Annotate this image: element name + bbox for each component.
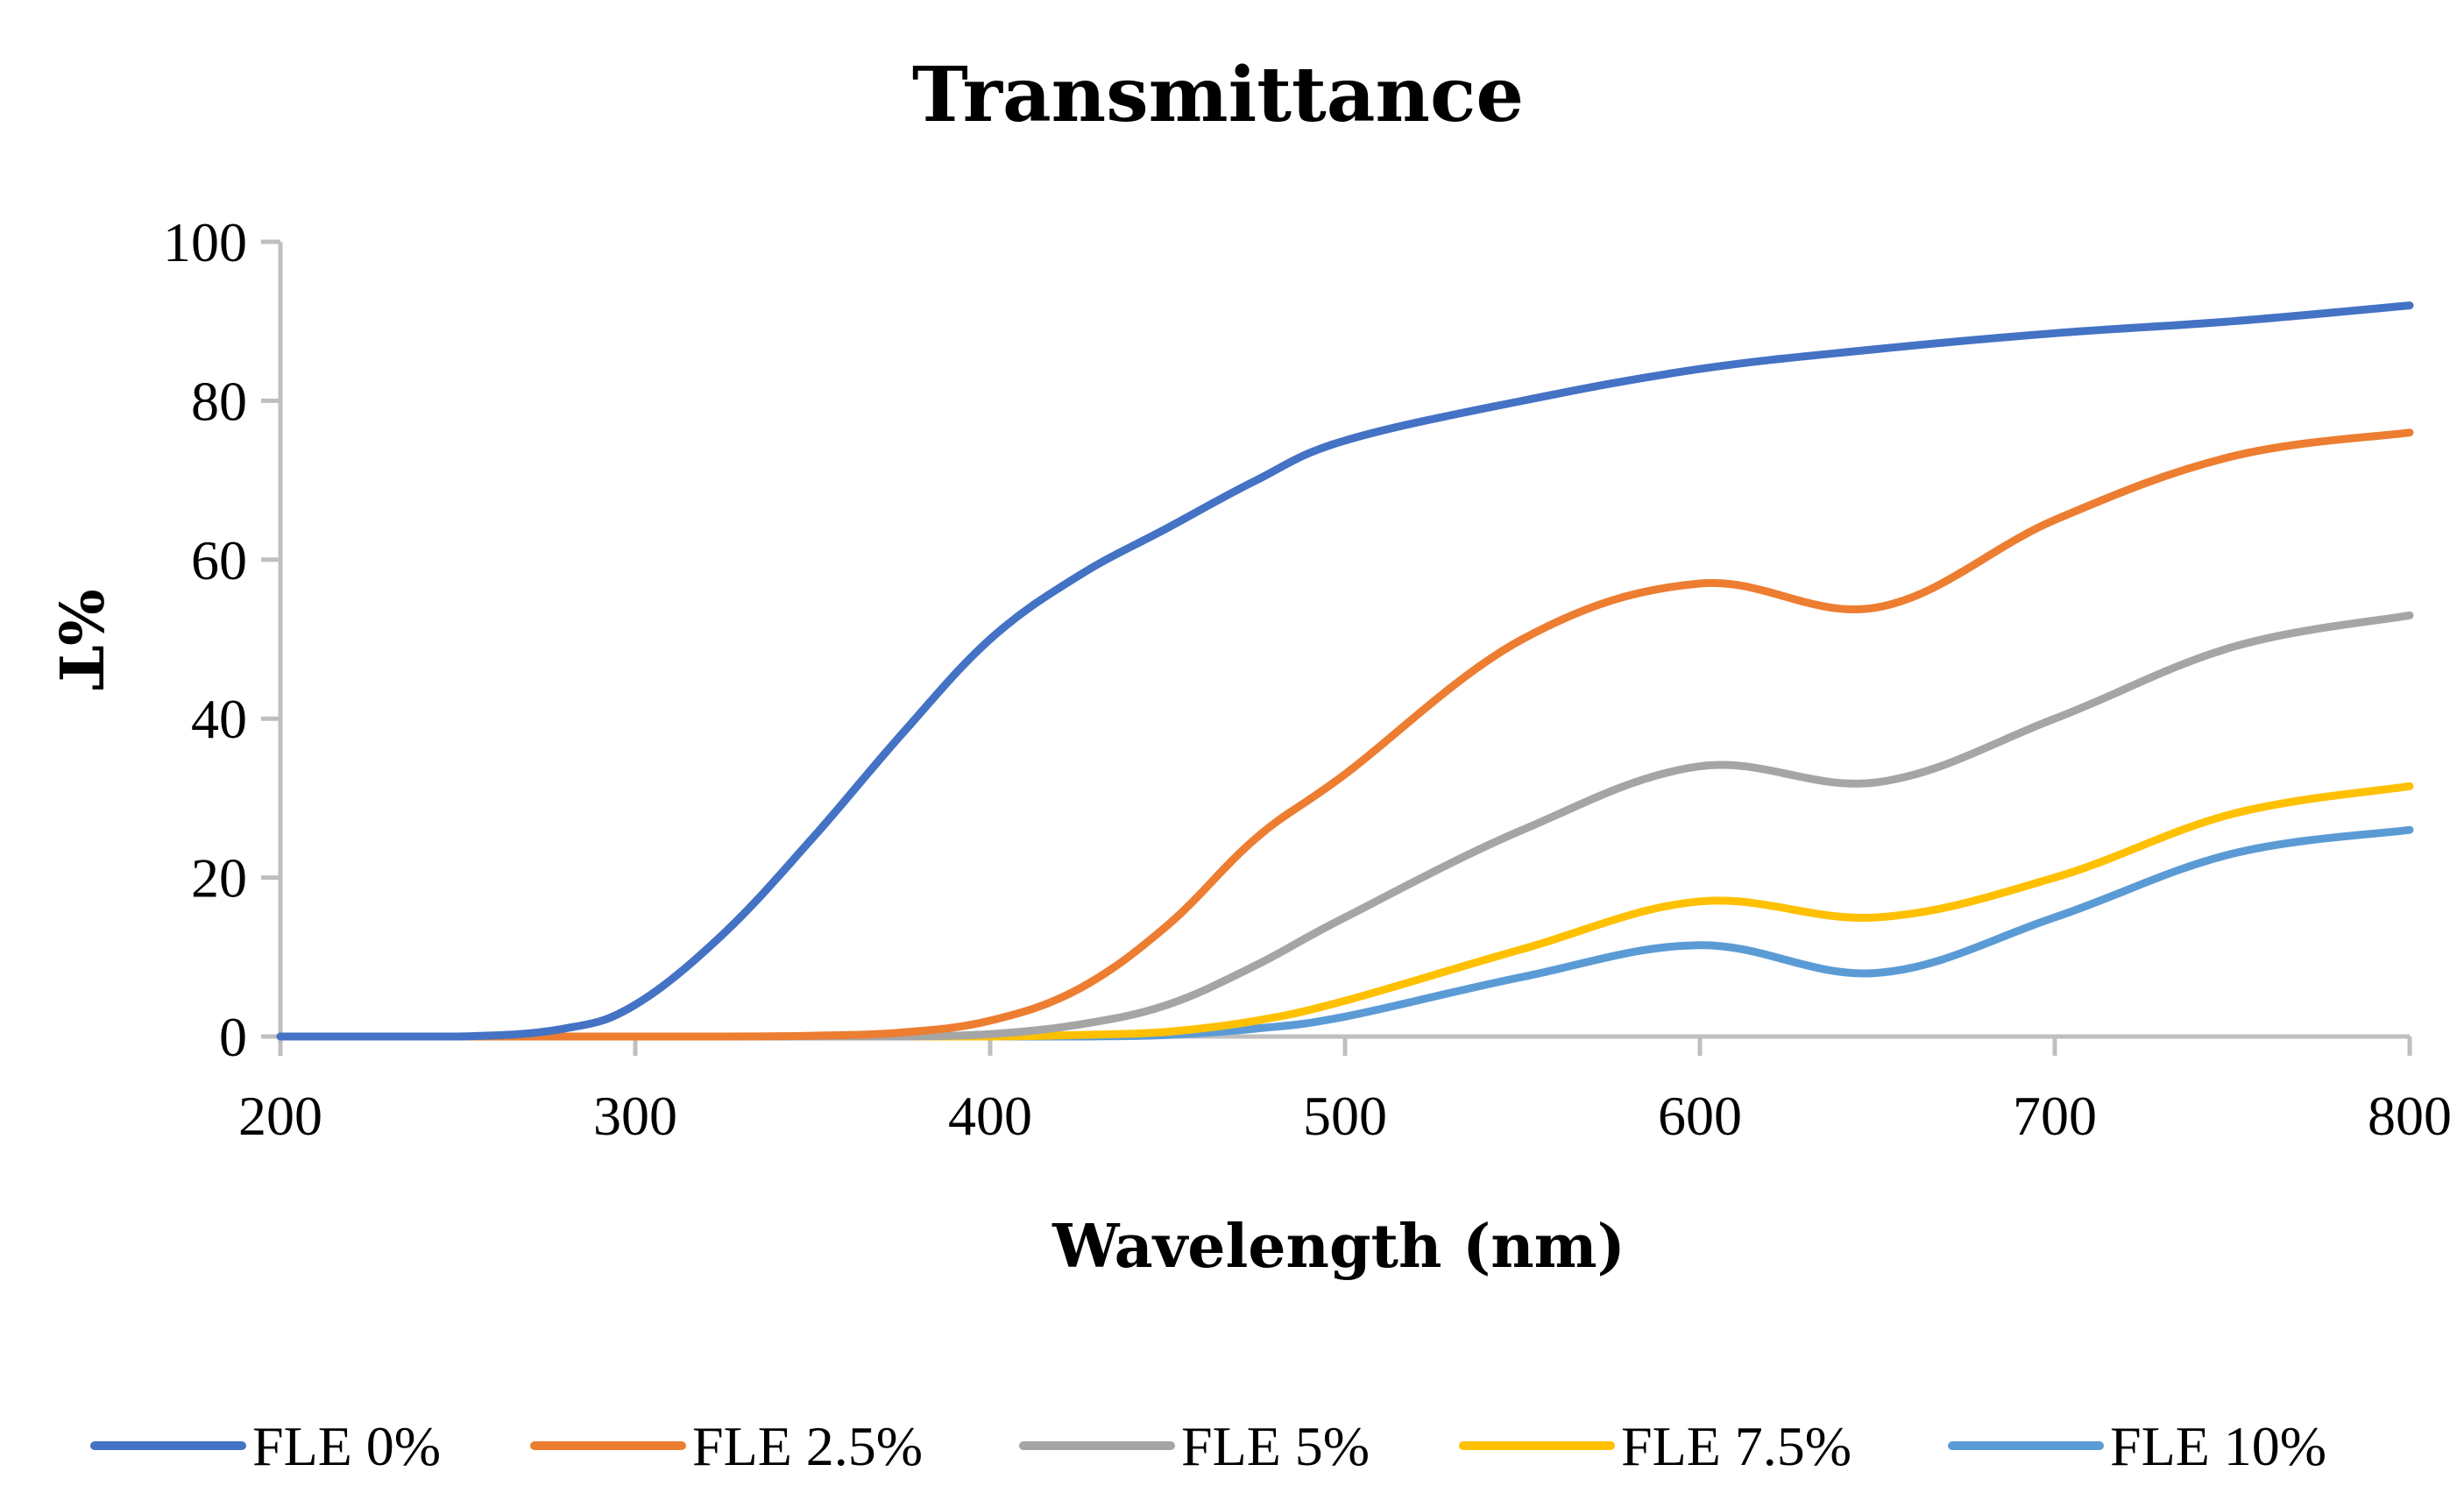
y-tick-label: 20	[191, 847, 247, 909]
y-tick-label: 80	[191, 370, 247, 432]
x-tick-label: 700	[2013, 1085, 2097, 1147]
x-tick-label: 400	[948, 1085, 1032, 1147]
x-axis: 200 300 400 500 600 700 800	[238, 1034, 2452, 1147]
series-line-fle-7-5	[276, 782, 2414, 1041]
series-line-fle-2-5	[276, 428, 2414, 1041]
legend-item: FLE 7.5%	[1459, 1415, 1852, 1477]
legend-label: FLE 5%	[1181, 1415, 1370, 1477]
series-line-fle-5	[276, 611, 2414, 1041]
legend-item: FLE 10%	[1948, 1415, 2326, 1477]
legend-label: FLE 2.5%	[692, 1415, 923, 1477]
legend-label: FLE 0%	[252, 1415, 441, 1477]
series-line-fle-0	[276, 301, 2414, 1041]
series-line-fle-10	[276, 825, 2414, 1041]
legend-label: FLE 10%	[2110, 1415, 2326, 1477]
y-tick-label: 60	[191, 529, 247, 591]
legend-item: FLE 2.5%	[530, 1415, 923, 1477]
x-axis-label: Wavelength (nm)	[1051, 1212, 1625, 1282]
y-tick-label: 0	[219, 1006, 247, 1068]
legend-item: FLE 5%	[1019, 1415, 1370, 1477]
y-axis-label: %T	[45, 589, 115, 690]
x-tick-label: 500	[1303, 1085, 1387, 1147]
legend: FLE 0% FLE 2.5% FLE 5% FLE 7.5% FLE 10%	[90, 1415, 2326, 1477]
y-tick-label: 100	[163, 211, 247, 273]
x-tick-label: 300	[593, 1085, 677, 1147]
chart-title: Transmittance	[912, 51, 1524, 139]
x-tick-label: 600	[1658, 1085, 1742, 1147]
legend-label: FLE 7.5%	[1621, 1415, 1852, 1477]
legend-item: FLE 0%	[90, 1415, 441, 1477]
y-tick-label: 40	[191, 688, 247, 750]
x-tick-label: 200	[238, 1085, 322, 1147]
series-group	[276, 301, 2414, 1041]
x-tick-label: 800	[2368, 1085, 2452, 1147]
y-axis: 0 20 40 60 80 100	[163, 211, 283, 1068]
